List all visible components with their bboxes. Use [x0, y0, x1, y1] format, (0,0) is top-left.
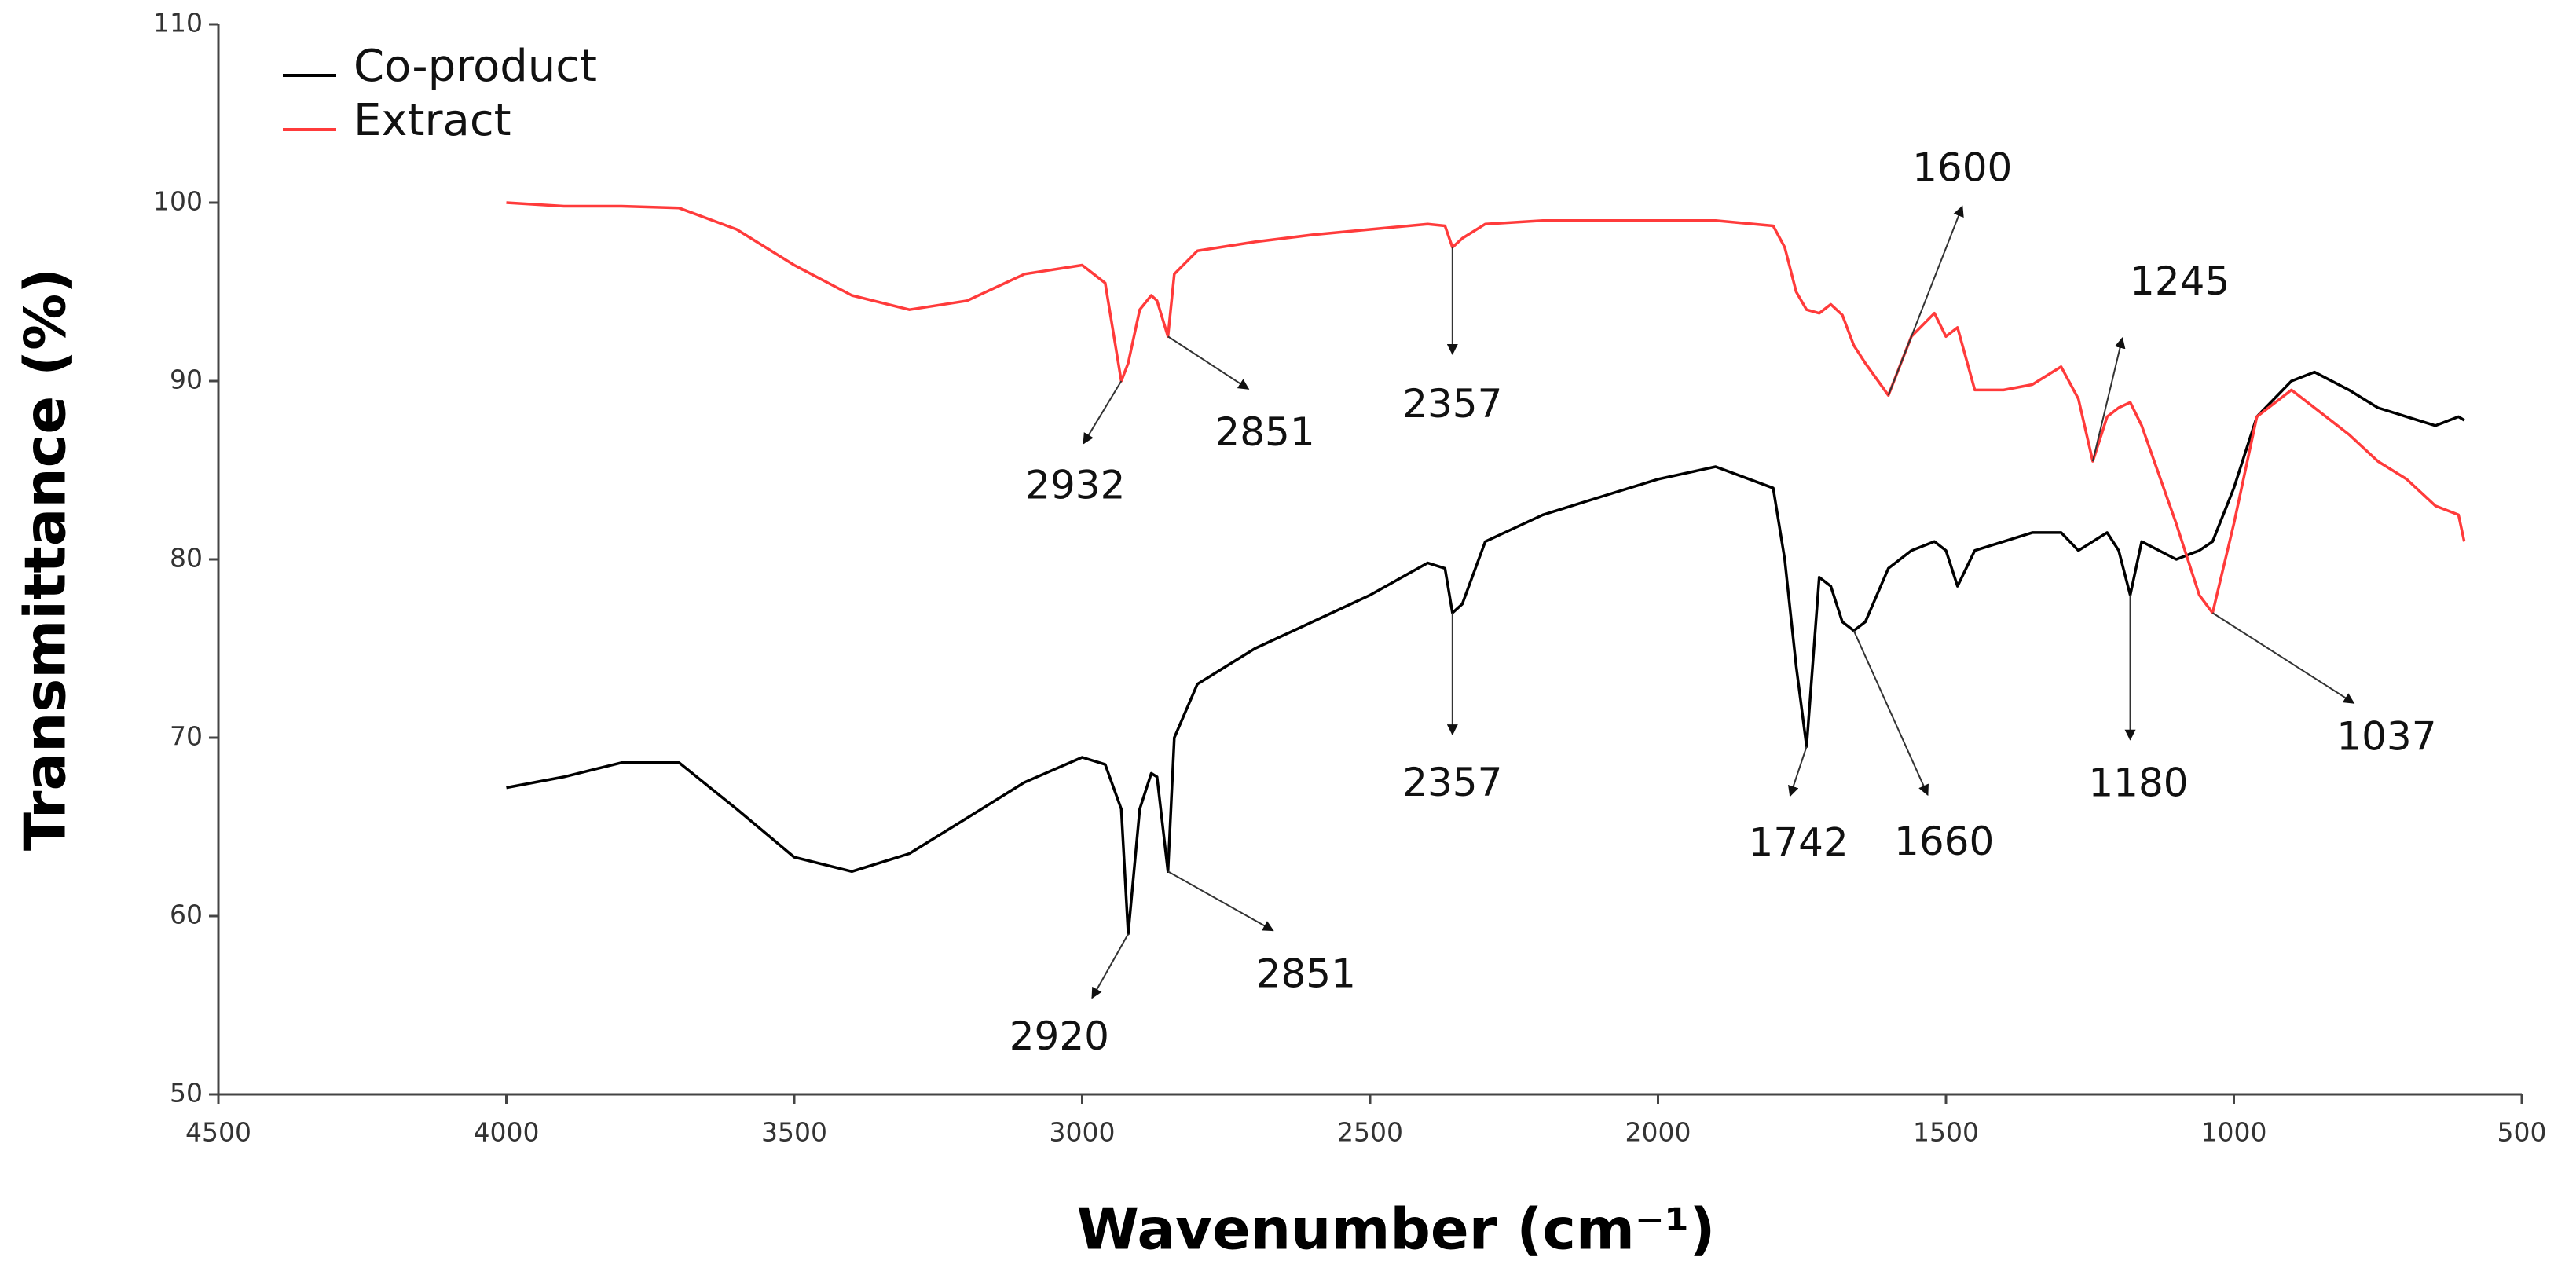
annotation-arrow — [2211, 612, 2355, 704]
annotation-label: 2932 — [1025, 462, 1125, 508]
x-axis-title: Wavenumber (cm⁻¹) — [1077, 1197, 1716, 1263]
annotation-arrow — [2091, 337, 2126, 462]
data-line — [506, 201, 2466, 614]
annotation-label: 1742 — [1749, 819, 1849, 865]
x-tick-label: 1000 — [2201, 1117, 2267, 1148]
x-tick-label: 2500 — [1337, 1117, 1403, 1148]
legend-label: Extract — [354, 95, 511, 146]
y-tick-label: 80 — [170, 543, 203, 574]
annotation-label: 2851 — [1215, 409, 1314, 455]
y-tick-label: 110 — [153, 8, 203, 38]
annotation-arrow — [1083, 380, 1123, 445]
x-tick-label: 3500 — [761, 1117, 827, 1148]
y-tick-label: 50 — [170, 1078, 203, 1109]
annotation-arrow — [1788, 746, 1808, 797]
y-tick-label: 70 — [170, 721, 203, 752]
y-tick-label: 100 — [153, 186, 203, 217]
legend-label: Co-product — [354, 41, 597, 92]
x-tick-label: 3000 — [1050, 1117, 1116, 1148]
annotation-arrow — [1167, 335, 1250, 390]
annotation-arrow — [1852, 630, 1929, 797]
x-tick-label: 4500 — [185, 1117, 251, 1148]
annotation-label: 2851 — [1256, 951, 1356, 997]
annotation-label: 1180 — [2088, 760, 2188, 805]
x-tick-label: 500 — [2497, 1117, 2547, 1148]
y-tick-label: 90 — [170, 365, 203, 395]
annotation-label: 2920 — [1010, 1013, 1109, 1059]
annotation-arrow — [1167, 870, 1274, 932]
annotation-label: 1600 — [1912, 145, 2012, 190]
annotation-label: 2357 — [1402, 381, 1502, 427]
annotation-label: 1245 — [2130, 258, 2230, 304]
annotation-label: 2357 — [1402, 760, 1502, 805]
y-tick-label: 60 — [170, 900, 203, 930]
x-tick-label: 1500 — [1913, 1117, 1979, 1148]
annotation-arrow — [1091, 933, 1130, 999]
annotation-arrow — [1887, 205, 1964, 396]
x-tick-label: 4000 — [474, 1117, 540, 1148]
annotation-label: 1660 — [1894, 819, 1994, 864]
x-tick-label: 2000 — [1625, 1117, 1691, 1148]
data-line — [506, 370, 2465, 936]
y-axis-title: Transmittance (%) — [13, 268, 79, 851]
annotation-label: 1037 — [2336, 714, 2436, 760]
